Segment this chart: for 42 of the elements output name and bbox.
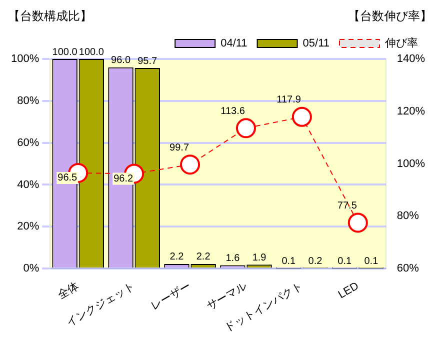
- data-label: 2.2: [170, 252, 184, 263]
- data-label: 0.1: [282, 256, 296, 268]
- data-label: 96.0: [111, 55, 131, 66]
- legend-label: 05/11: [302, 38, 330, 50]
- y-tick-label: 100%: [10, 53, 40, 66]
- data-label: 1.6: [226, 252, 240, 264]
- legend-label: 04/11: [220, 38, 248, 50]
- data-label: 99.7: [170, 142, 190, 154]
- data-label: 2.2: [196, 252, 211, 263]
- data-label: 95.7: [138, 56, 158, 67]
- point: [292, 106, 312, 127]
- y-tick-label: 40%: [17, 178, 40, 191]
- data-label: 100.0: [78, 46, 104, 58]
- data-label: 100.0: [52, 46, 78, 58]
- y-tick-label: 80%: [17, 94, 40, 107]
- data-label: 0.1: [338, 256, 352, 268]
- y-axis-title: 【台数構成比】: [8, 8, 92, 24]
- data-label: 0.1: [364, 256, 379, 268]
- x-tick-label: レーザー: [148, 280, 194, 313]
- x-tick-label: サーマル: [204, 280, 249, 313]
- data-label: 1.9: [252, 252, 267, 264]
- y2-tick-label: 100%: [396, 158, 426, 170]
- data-label: 77.5: [337, 200, 358, 212]
- y-tick-label: 60%: [17, 136, 40, 149]
- y2-tick-label: 60%: [396, 262, 420, 275]
- point: [180, 154, 200, 175]
- data-label: 96.2: [114, 173, 134, 184]
- point: [348, 212, 368, 233]
- legend-label: 伸び率: [385, 36, 418, 50]
- y2-tick-label: 140%: [396, 53, 426, 66]
- y-tick-label: 20%: [17, 220, 40, 233]
- point: [236, 118, 256, 138]
- y2-tick-label: 80%: [396, 210, 420, 222]
- y-tick-label: 0%: [23, 262, 40, 275]
- x-tick-label: LED: [336, 280, 361, 302]
- x-tick-label: 全体: [56, 280, 82, 302]
- data-label: 113.6: [220, 106, 246, 117]
- data-label: 0.2: [308, 256, 323, 267]
- data-label: 96.5: [58, 172, 78, 184]
- y2-tick-label: 120%: [396, 105, 426, 118]
- data-label: 117.9: [276, 94, 302, 106]
- y2-axis-title: 【台数伸び率】: [348, 8, 432, 24]
